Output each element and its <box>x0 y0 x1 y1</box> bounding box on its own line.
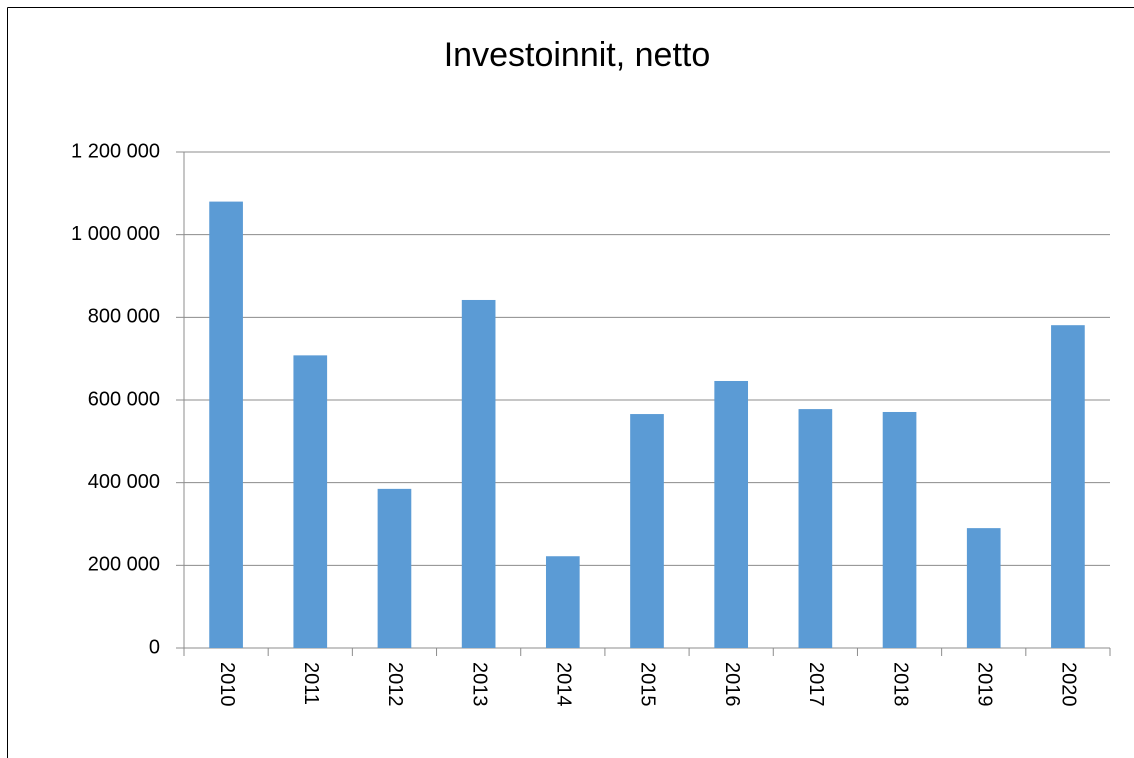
y-tick-label: 200 000 <box>88 554 160 576</box>
bar <box>377 488 412 648</box>
bar <box>209 201 243 648</box>
y-tick-label: 1 000 000 <box>71 223 160 245</box>
x-tick-label: 2012 <box>384 662 406 707</box>
y-tick-label: 800 000 <box>88 306 160 328</box>
x-tick-label: 2020 <box>1058 662 1080 707</box>
bar <box>1051 325 1085 648</box>
bar <box>461 299 496 648</box>
x-tick-label: 2015 <box>637 662 659 707</box>
y-tick-label: 0 <box>149 636 160 658</box>
y-tick-label: 1 200 000 <box>71 140 160 162</box>
bar <box>966 528 1001 648</box>
bar <box>882 411 917 648</box>
x-tick-label: 2019 <box>973 662 995 707</box>
x-tick-label: 2013 <box>468 662 490 707</box>
bar <box>714 380 749 648</box>
x-tick-label: 2018 <box>889 662 911 707</box>
x-tick-label: 2014 <box>553 662 575 707</box>
y-tick-label: 400 000 <box>88 471 160 493</box>
chart-title: Investoinnit, netto <box>444 36 711 74</box>
bar <box>545 556 580 648</box>
y-tick-label: 600 000 <box>88 388 160 410</box>
bar <box>293 355 328 648</box>
x-tick-label: 2011 <box>300 662 322 705</box>
x-tick-label: 2010 <box>216 662 238 707</box>
x-tick-label: 2017 <box>805 662 827 707</box>
bar <box>798 409 833 648</box>
bar <box>630 414 664 648</box>
x-tick-label: 2016 <box>721 662 743 707</box>
